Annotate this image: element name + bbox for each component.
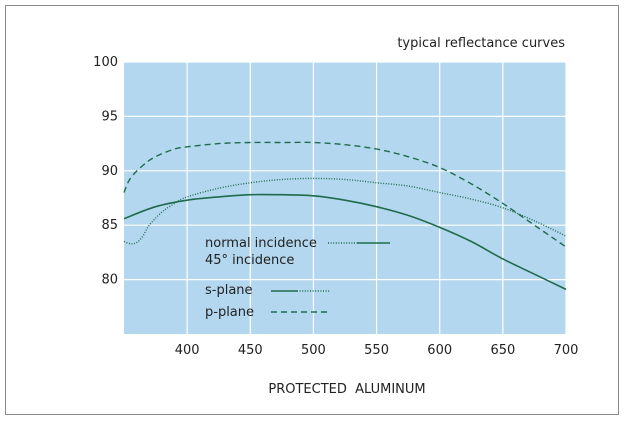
x-axis-ticks: 400 450 500 550 600 650 700	[175, 343, 579, 358]
x-tick-label: 600	[427, 343, 452, 358]
x-tick-label: 650	[490, 343, 515, 358]
legend: normal incidence 45° incidence s-plane p…	[205, 236, 390, 320]
y-tick-label: 90	[101, 164, 118, 179]
legend-label-45-incidence: 45° incidence	[205, 253, 294, 268]
legend-label-normal-incidence: normal incidence	[205, 236, 317, 251]
y-tick-label: 80	[101, 273, 118, 288]
x-axis-label: PROTECTED ALUMINUM	[268, 382, 425, 397]
plot-area	[124, 62, 566, 334]
x-tick-label: 450	[238, 343, 263, 358]
x-tick-label: 700	[554, 343, 579, 358]
series-line-solid	[123, 193, 567, 291]
y-tick-label: 100	[93, 55, 118, 70]
x-tick-label: 400	[175, 343, 200, 358]
y-axis-ticks: 80 85 90 95 100	[93, 55, 118, 288]
series-line-dashed	[123, 141, 567, 248]
legend-label-s-plane: s-plane	[205, 283, 253, 298]
x-tick-label: 550	[364, 343, 389, 358]
x-tick-label: 500	[301, 343, 326, 358]
legend-label-p-plane: p-plane	[205, 305, 254, 320]
series-lines	[123, 141, 567, 291]
y-tick-label: 95	[101, 109, 118, 124]
y-tick-label: 85	[101, 218, 118, 233]
chart-title: typical reflectance curves	[397, 36, 565, 51]
